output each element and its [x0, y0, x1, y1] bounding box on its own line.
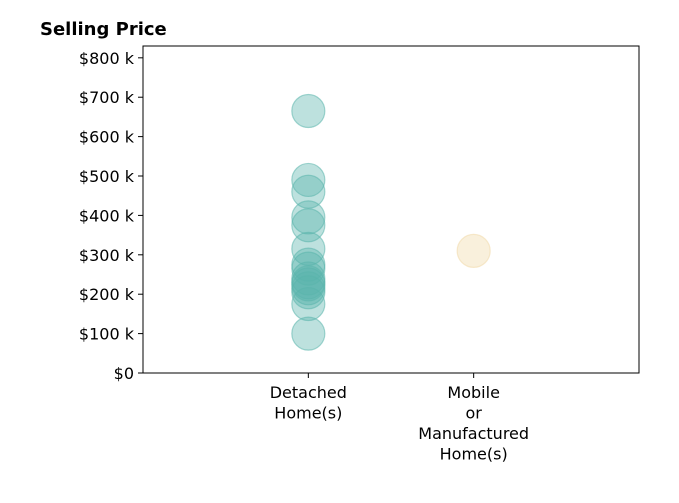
y-tick-label: $100 k: [79, 325, 135, 344]
y-tick-label: $700 k: [79, 88, 135, 107]
data-point: [291, 208, 326, 243]
y-tick-label: $600 k: [79, 128, 135, 147]
y-tick-label: $400 k: [79, 206, 135, 225]
x-axis: Detached Home(s) Mobile or Manufactured Home(…: [270, 373, 529, 464]
data-point: [291, 251, 326, 286]
plot-frame: [142, 45, 640, 374]
y-tick-label: $0: [114, 364, 134, 383]
y-tick-label: $300 k: [79, 246, 135, 265]
y-tick-label: $500 k: [79, 167, 135, 186]
data-point: [291, 275, 326, 310]
x-tick-label: Mobile or Manufactured Home(s): [418, 383, 529, 464]
data-point: [456, 233, 491, 268]
data-point: [291, 316, 326, 351]
y-axis: $0 $100 k $200 k $300 k $400 k $500 k $600 k $7…: [79, 49, 143, 383]
data-point: [291, 200, 326, 235]
x-tick-label: Detached Home(s): [270, 383, 347, 423]
y-tick-label: $800 k: [79, 49, 135, 68]
y-tick-label: $200 k: [79, 285, 135, 304]
data-point: [291, 286, 326, 322]
chart-title: Selling Price: [40, 19, 167, 40]
data-point: [291, 93, 326, 129]
data-point: [291, 162, 326, 198]
data-points: [291, 93, 491, 351]
